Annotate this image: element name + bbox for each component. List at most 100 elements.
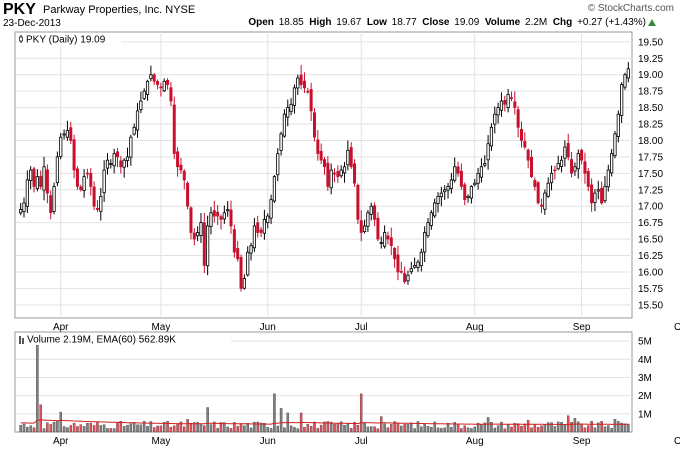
volume-bar (92, 425, 96, 433)
chart-header: PKY Parkway Properties, Inc. NYSE 23-Dec… (0, 0, 680, 32)
volume-bar (36, 339, 39, 433)
candle-down (39, 175, 43, 187)
price-legend-label: PKY (Daily) 19.09 (26, 35, 106, 46)
candle-up (142, 90, 146, 99)
price-tick-label: 16.25 (638, 251, 663, 262)
volume-bar (366, 426, 370, 433)
candle-up (99, 195, 103, 212)
candle-down (356, 184, 360, 220)
candle-up (573, 166, 577, 172)
candle-down (509, 97, 513, 99)
volume-bar (613, 419, 617, 433)
volume-bar (587, 425, 590, 433)
candle-up (603, 186, 607, 202)
candle-up (129, 136, 133, 158)
candle-up (222, 212, 226, 220)
candle-down (302, 80, 306, 89)
candle-up (416, 261, 420, 268)
volume-bar (617, 421, 620, 433)
volume-bar (593, 427, 597, 433)
price-legend: PKY (Daily) 19.09 (17, 33, 121, 46)
candle-up (433, 202, 437, 217)
volume-bar (533, 423, 537, 433)
volume-bar (423, 423, 426, 433)
candle-up (226, 209, 230, 212)
candle-down (216, 211, 220, 217)
volume-bar (420, 426, 423, 433)
candle-up (266, 215, 270, 224)
price-tick-label: 19.50 (638, 37, 663, 48)
candle-down (376, 217, 380, 240)
candle-up (292, 87, 297, 106)
volume-bar (590, 421, 593, 433)
candle-up (413, 265, 417, 268)
candle-up (55, 156, 59, 184)
volume-bar (393, 421, 396, 433)
candle-down (580, 149, 584, 161)
volume-bar (102, 424, 106, 433)
candle-down (513, 101, 517, 108)
candle-down (319, 151, 323, 161)
volume-panel: AprMayJunJulAugSepOctNovDec1M2M3M4M5MVol… (14, 331, 680, 447)
candle-up (145, 80, 150, 95)
volume-bar (466, 427, 470, 433)
volume-month-tick-label: Aug (466, 436, 484, 447)
close-label: Close (422, 17, 450, 28)
volume-bar (56, 421, 59, 433)
volume-bar (600, 420, 603, 433)
volume-bar (363, 423, 366, 433)
candle-down (229, 209, 233, 227)
candle-up (563, 146, 567, 159)
candle-down (299, 74, 303, 85)
volume-bar (446, 422, 450, 433)
volume-bar (506, 424, 510, 433)
volume-bar (303, 427, 306, 433)
candle-up (473, 182, 477, 186)
candle-down (393, 248, 397, 260)
candle-down (316, 139, 320, 154)
volume-bar (339, 421, 343, 433)
volume-bar (603, 426, 607, 433)
candle-down (152, 74, 156, 82)
volume-bar (206, 407, 209, 433)
volume-bar (356, 425, 360, 433)
candle-up (493, 113, 497, 125)
candle-down (186, 182, 190, 207)
candle-down (519, 129, 523, 141)
candle-up (423, 232, 427, 253)
candle-up (439, 192, 443, 198)
candle-down (179, 164, 183, 171)
volume-bar (329, 421, 333, 433)
price-tick-label: 16.00 (638, 267, 663, 278)
candle-up (429, 212, 433, 226)
volume-bar (146, 425, 149, 433)
volume-bar (243, 425, 246, 433)
volume-bar (336, 423, 340, 433)
candle-down (322, 159, 326, 168)
volume-bar (42, 428, 46, 433)
candle-up (610, 153, 614, 174)
volume-bar (383, 423, 386, 433)
candle-down (590, 184, 594, 204)
candle-down (259, 229, 263, 233)
candle-down (312, 112, 316, 138)
candle-down (79, 186, 83, 191)
volume-bar (413, 428, 416, 433)
candle-down (212, 210, 216, 217)
candle-down (49, 195, 53, 214)
volume-bar (62, 426, 66, 433)
candle-up (246, 251, 250, 276)
volume-bar (453, 422, 456, 433)
candlestick-icon-body (19, 36, 23, 42)
volume-bar (183, 426, 186, 433)
candle-down (333, 172, 337, 175)
candle-up (620, 84, 624, 116)
volume-bar (79, 424, 83, 433)
candle-up (556, 163, 560, 170)
candle-down (600, 188, 604, 204)
volume-bar (29, 425, 32, 433)
candle-down (526, 149, 530, 161)
volume-bar (503, 428, 507, 433)
candle-down (219, 216, 223, 220)
candle-up (149, 74, 153, 80)
